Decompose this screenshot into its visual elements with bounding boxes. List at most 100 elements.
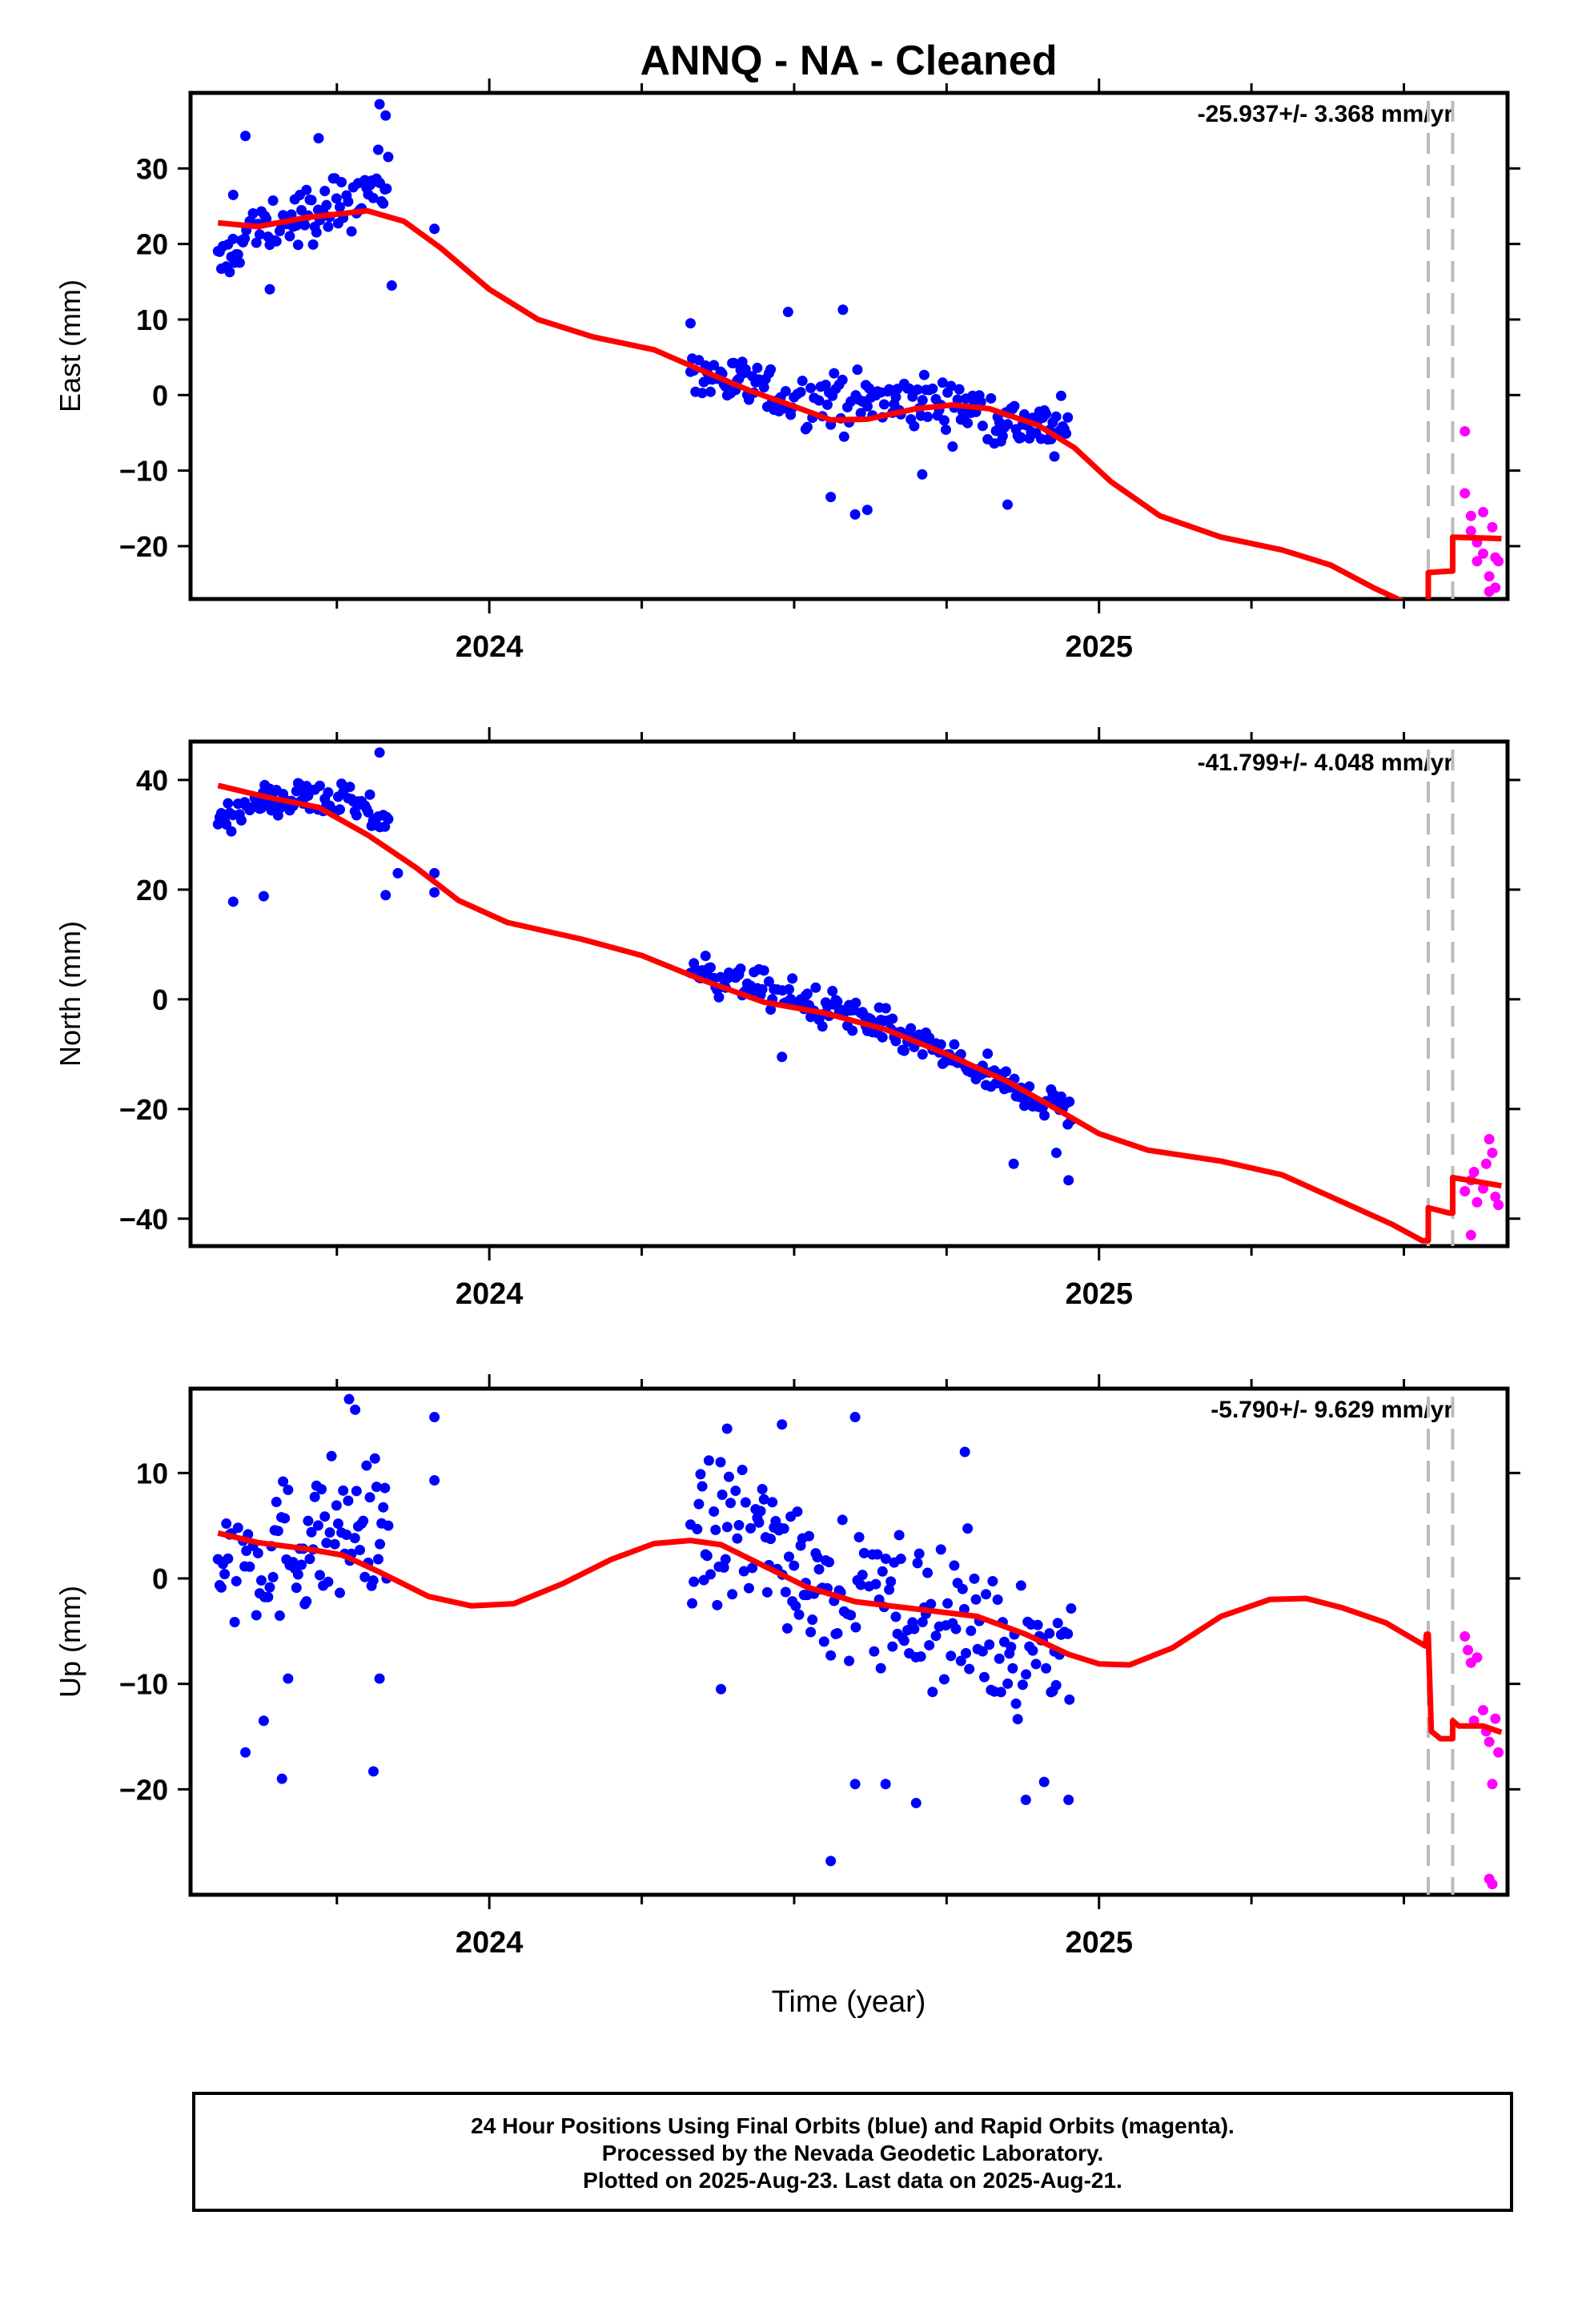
final-orbit-point <box>813 1564 825 1575</box>
final-orbit-point <box>429 1475 440 1486</box>
final-orbit-point <box>429 223 440 235</box>
final-orbit-point <box>827 986 838 997</box>
panel-north: −40 −20 0 20 40 2024 2025 North (mm) -41.799+/- … <box>54 727 1520 1311</box>
rate-label-north: -41.799+/- 4.048 mm/yr <box>1198 750 1454 776</box>
final-orbit-point <box>780 386 791 397</box>
final-orbit-point <box>935 1544 946 1555</box>
final-orbit-point <box>1062 1628 1074 1639</box>
chart-title: ANNQ - NA - Cleaned <box>640 38 1058 84</box>
final-orbit-point <box>740 364 751 375</box>
final-orbit-point <box>912 384 923 395</box>
final-orbit-point <box>758 382 769 393</box>
final-orbit-point <box>267 1571 279 1582</box>
panel-up: −20 −10 0 10 2024 2025 Up (mm) -5.790+/- 9.629 … <box>54 1374 1520 1960</box>
final-orbit-point <box>276 1773 287 1784</box>
x-tick-label-north: 2025 <box>1065 1277 1133 1311</box>
final-orbit-point <box>801 421 813 432</box>
final-orbit-point <box>1052 1618 1063 1629</box>
final-orbit-point <box>292 1569 303 1580</box>
final-orbit-point <box>227 896 239 907</box>
final-orbit-point <box>697 1481 708 1492</box>
final-orbit-point <box>869 1646 880 1657</box>
final-orbit-point <box>880 1779 891 1790</box>
y-tick-label-east: −10 <box>119 455 168 488</box>
final-orbit-point <box>829 368 840 379</box>
y-tick-label-up: 10 <box>136 1457 168 1490</box>
final-orbit-point <box>291 1582 302 1594</box>
plot-area-east <box>212 99 1504 599</box>
rapid-orbit-point <box>1478 548 1489 559</box>
final-orbit-point <box>853 1531 865 1542</box>
final-orbit-point <box>1006 1642 1017 1653</box>
y-tick-label-north: 40 <box>136 764 168 797</box>
final-orbit-point <box>374 1673 385 1684</box>
final-orbit-point <box>292 239 303 251</box>
final-orbit-point <box>954 384 965 395</box>
final-orbit-point <box>1012 1714 1023 1725</box>
final-orbit-point <box>284 231 295 242</box>
final-orbit-point <box>832 996 843 1007</box>
final-orbit-point <box>306 195 317 206</box>
final-orbit-point <box>725 1498 737 1509</box>
final-orbit-point <box>226 826 237 837</box>
final-orbit-point <box>309 1491 320 1502</box>
final-orbit-point <box>986 392 997 404</box>
final-orbit-point <box>336 778 347 790</box>
footer-line-3: Plotted on 2025-Aug-23. Last data on 202… <box>583 2168 1122 2193</box>
final-orbit-point <box>949 1560 960 1571</box>
final-orbit-point <box>884 1584 895 1595</box>
final-orbit-point <box>363 806 374 818</box>
final-orbit-point <box>223 798 234 809</box>
final-orbit-point <box>1041 408 1052 420</box>
y-tick-label-east: 20 <box>136 228 168 261</box>
final-orbit-point <box>1062 412 1074 423</box>
final-orbit-point <box>319 1511 331 1522</box>
x-tick-label-north: 2024 <box>456 1277 524 1311</box>
final-orbit-point <box>961 1647 972 1659</box>
final-orbit-point <box>685 318 696 329</box>
rapid-orbit-point <box>1472 556 1483 567</box>
final-orbit-point <box>997 431 1008 442</box>
final-orbit-point <box>818 1636 829 1647</box>
final-orbit-point <box>1050 1148 1062 1159</box>
final-orbit-point <box>283 1484 294 1495</box>
final-orbit-point <box>904 383 915 394</box>
final-orbit-point <box>858 1547 869 1558</box>
y-tick-label-east: 30 <box>136 152 168 185</box>
final-orbit-point <box>765 364 777 375</box>
final-orbit-point <box>913 1548 925 1559</box>
final-orbit-point <box>1001 1066 1012 1077</box>
final-orbit-point <box>229 1616 240 1627</box>
final-orbit-point <box>1030 1659 1042 1670</box>
final-orbit-point <box>324 1527 335 1538</box>
final-orbit-point <box>316 1484 327 1495</box>
final-orbit-point <box>909 420 920 432</box>
final-orbit-point <box>304 1554 315 1565</box>
final-orbit-point <box>375 1538 386 1550</box>
final-orbit-point <box>795 387 806 398</box>
final-orbit-point <box>715 1457 726 1468</box>
x-tick-label-east: 2024 <box>456 630 524 664</box>
final-orbit-point <box>713 991 725 1003</box>
final-orbit-point <box>251 1610 262 1621</box>
rapid-orbit-point <box>1478 1705 1489 1716</box>
final-orbit-point <box>343 1393 355 1405</box>
final-orbit-point <box>970 1594 982 1605</box>
final-orbit-point <box>227 233 239 244</box>
final-orbit-point <box>813 395 825 406</box>
final-orbit-point <box>355 1545 366 1556</box>
final-orbit-point <box>747 1562 758 1574</box>
final-orbit-point <box>821 399 833 410</box>
model-fit-line <box>217 207 1502 599</box>
final-orbit-point <box>372 1554 383 1565</box>
final-orbit-point <box>850 1622 861 1633</box>
final-orbit-point <box>271 235 282 247</box>
final-orbit-point <box>852 364 863 376</box>
final-orbit-point <box>917 1617 928 1628</box>
final-orbit-point <box>278 1476 289 1487</box>
final-orbit-point <box>329 1538 340 1550</box>
final-orbit-point <box>378 1502 389 1513</box>
final-orbit-point <box>274 1610 285 1622</box>
final-orbit-point <box>307 239 319 250</box>
final-orbit-point <box>855 1579 866 1590</box>
